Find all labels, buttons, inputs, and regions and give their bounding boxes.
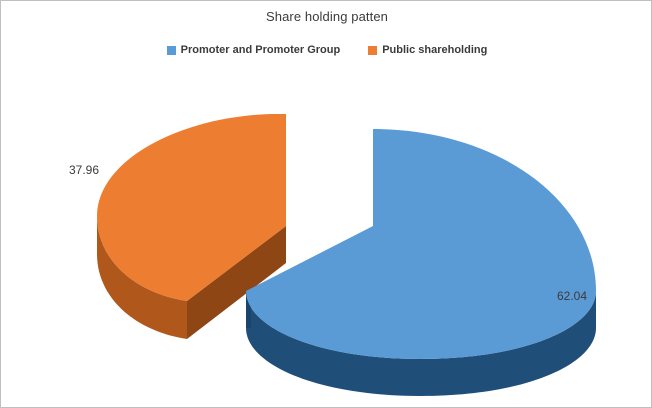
pie-slice-promoter-rim [246,291,596,396]
legend-item-public[interactable]: Public shareholding [368,44,487,56]
pie-slice-public-cut-face [187,226,286,339]
legend-item-promoter[interactable]: Promoter and Promoter Group [166,44,341,56]
legend-swatch-blue-icon [166,45,176,55]
data-label-public: 37.96 [69,163,100,177]
pie-slice-public-rim [97,216,187,339]
pie-slice-public[interactable] [97,114,286,339]
data-label-promoter: 62.04 [557,289,588,303]
pie-slice-promoter-top [246,129,596,359]
pie-slice-public-top [97,114,286,301]
legend-label-promoter: Promoter and Promoter Group [180,44,341,56]
legend-swatch-orange-icon [368,45,378,55]
legend-label-public: Public shareholding [382,44,488,56]
pie-slice-promoter[interactable] [246,129,596,396]
chart-legend: Promoter and Promoter Group Public share… [1,44,651,56]
chart-title: Share holding patten [266,9,388,24]
